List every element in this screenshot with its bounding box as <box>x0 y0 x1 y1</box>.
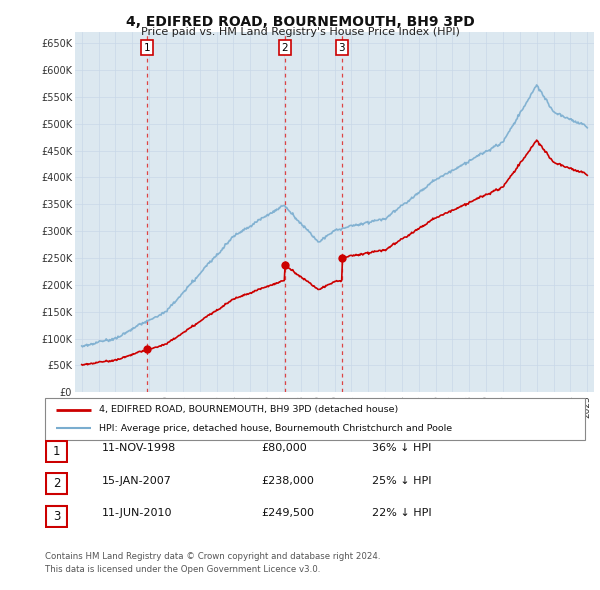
Text: £249,500: £249,500 <box>261 509 314 518</box>
Text: 25% ↓ HPI: 25% ↓ HPI <box>372 476 431 486</box>
Text: 2: 2 <box>281 42 288 53</box>
Text: £80,000: £80,000 <box>261 444 307 453</box>
Text: This data is licensed under the Open Government Licence v3.0.: This data is licensed under the Open Gov… <box>45 565 320 573</box>
Text: HPI: Average price, detached house, Bournemouth Christchurch and Poole: HPI: Average price, detached house, Bour… <box>99 424 452 433</box>
Text: 3: 3 <box>338 42 345 53</box>
Text: 4, EDIFRED ROAD, BOURNEMOUTH, BH9 3PD: 4, EDIFRED ROAD, BOURNEMOUTH, BH9 3PD <box>125 15 475 29</box>
Text: 1: 1 <box>53 445 60 458</box>
Text: 36% ↓ HPI: 36% ↓ HPI <box>372 444 431 453</box>
Text: 15-JAN-2007: 15-JAN-2007 <box>102 476 172 486</box>
Text: Price paid vs. HM Land Registry's House Price Index (HPI): Price paid vs. HM Land Registry's House … <box>140 27 460 37</box>
Text: 11-JUN-2010: 11-JUN-2010 <box>102 509 173 518</box>
Text: 3: 3 <box>53 510 60 523</box>
Text: 11-NOV-1998: 11-NOV-1998 <box>102 444 176 453</box>
Text: 4, EDIFRED ROAD, BOURNEMOUTH, BH9 3PD (detached house): 4, EDIFRED ROAD, BOURNEMOUTH, BH9 3PD (d… <box>99 405 398 414</box>
Text: 2: 2 <box>53 477 60 490</box>
Text: £238,000: £238,000 <box>261 476 314 486</box>
Text: 1: 1 <box>143 42 150 53</box>
Text: Contains HM Land Registry data © Crown copyright and database right 2024.: Contains HM Land Registry data © Crown c… <box>45 552 380 560</box>
Text: 22% ↓ HPI: 22% ↓ HPI <box>372 509 431 518</box>
